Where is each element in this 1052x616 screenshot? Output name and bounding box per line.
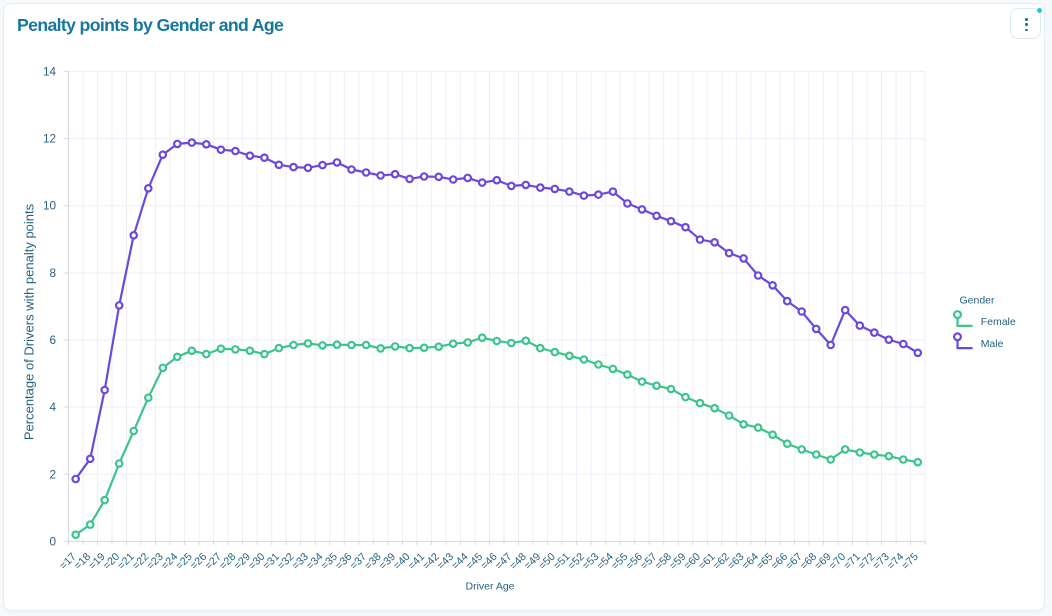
svg-text:8: 8 — [49, 267, 56, 280]
svg-text:0: 0 — [49, 535, 56, 548]
svg-text:4: 4 — [49, 401, 56, 414]
svg-text:10: 10 — [43, 200, 57, 213]
svg-text:6: 6 — [49, 334, 56, 347]
svg-text:12: 12 — [43, 133, 56, 146]
svg-text:=75: =75 — [900, 551, 921, 572]
svg-text:Driver Age: Driver Age — [465, 581, 514, 593]
svg-text:Percentage of Drivers with pen: Percentage of Drivers with penalty point… — [22, 203, 37, 440]
svg-text:2: 2 — [49, 468, 56, 481]
svg-text:Male: Male — [981, 338, 1004, 350]
svg-text:Female: Female — [981, 316, 1016, 328]
svg-text:Gender: Gender — [960, 295, 996, 307]
svg-text:14: 14 — [43, 65, 57, 78]
